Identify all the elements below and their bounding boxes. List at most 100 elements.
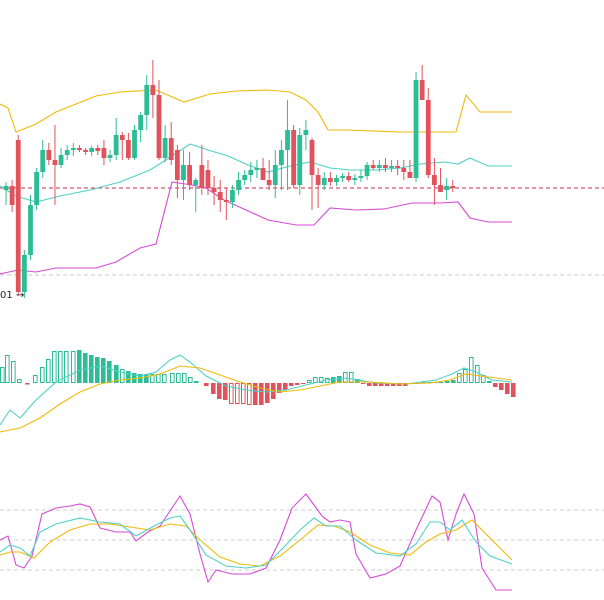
macd-histogram-bar (475, 365, 480, 383)
bollinger-upper-line (0, 89, 512, 133)
macd-histogram-bar (71, 351, 76, 383)
candle-body (297, 135, 303, 185)
candle-body (395, 166, 401, 168)
macd-histogram-bar (223, 383, 228, 400)
macd-histogram-bar (367, 383, 372, 386)
macd-histogram-bar (33, 375, 38, 383)
candle-body (9, 186, 15, 205)
candle-body (358, 176, 364, 178)
low-price-value: 01 (0, 290, 13, 301)
candle-body (217, 192, 223, 200)
macd-histogram-bar (265, 383, 270, 403)
candle-body (168, 138, 174, 160)
candle-body (15, 140, 21, 292)
macd-histogram-bar (176, 373, 181, 383)
macd-histogram-bar (170, 373, 175, 383)
candle-body (303, 130, 309, 135)
macd-histogram-bar (439, 382, 444, 383)
candle-body (352, 178, 358, 180)
macd-histogram-bar (52, 351, 57, 383)
macd-histogram-bar (301, 383, 306, 384)
macd-histogram-bar (505, 383, 510, 394)
candle-body (174, 150, 180, 180)
candle-body (40, 150, 46, 172)
kdj-j-line (0, 492, 512, 591)
candle-body (370, 165, 376, 168)
candle-body (315, 175, 321, 185)
candle-body (77, 148, 82, 150)
bollinger-lower-line (0, 181, 512, 275)
macd-histogram-bar (77, 350, 82, 383)
candle-body (132, 130, 137, 158)
macd-histogram-bar (101, 358, 106, 383)
macd-histogram-bar (343, 372, 348, 383)
candle-body (346, 176, 352, 180)
candle-body (83, 150, 88, 152)
candle-body (327, 178, 333, 182)
candle-body (162, 138, 168, 158)
macd-histogram-bar (493, 383, 498, 387)
candle-body (425, 100, 431, 175)
candle-body (107, 155, 113, 158)
macd-histogram-bar (11, 361, 16, 383)
macd-histogram-bar (132, 373, 137, 383)
candle-body (364, 165, 370, 176)
candle-body (321, 178, 327, 185)
candle-body (450, 186, 456, 188)
macd-histogram-bar (295, 383, 300, 385)
candle-body (28, 205, 33, 255)
macd-histogram-bar (5, 355, 10, 383)
macd-histogram-bar (319, 377, 324, 383)
candle-body (230, 190, 235, 202)
macd-histogram-bar (463, 369, 468, 383)
candle-body (34, 172, 39, 205)
macd-histogram-bar (182, 373, 187, 383)
macd-histogram-bar (46, 359, 51, 383)
candle-body (70, 148, 76, 150)
candle-body (119, 135, 125, 140)
macd-histogram-bar (217, 383, 222, 399)
candle-body (419, 80, 425, 100)
candle-body (248, 170, 254, 175)
macd-histogram-bar (259, 383, 264, 405)
kdj-d-line (0, 519, 513, 567)
macd-histogram-bar (40, 367, 45, 383)
macd-histogram-bar (150, 374, 155, 383)
macd-histogram-bar (89, 355, 94, 383)
candle-body (101, 148, 107, 158)
candle-body (89, 148, 95, 152)
macd-histogram-bar (313, 377, 318, 383)
candle-body (181, 165, 186, 180)
macd-histogram-bar (445, 381, 450, 383)
macd-histogram-bar (499, 383, 504, 390)
candle-body (21, 255, 27, 292)
candle-body (205, 170, 211, 188)
macd-histogram-bar (235, 383, 240, 404)
macd-histogram-bar (253, 383, 258, 405)
candle-body (383, 165, 388, 168)
macd-histogram-bar (58, 351, 63, 383)
macd-histogram-bar (107, 361, 112, 383)
macd-histogram-bar (114, 365, 119, 383)
macd-histogram-bar (144, 374, 149, 383)
candle-body (193, 180, 199, 185)
macd-histogram-bar (385, 383, 390, 386)
candle-body (211, 188, 217, 192)
candle-body (3, 186, 9, 190)
candle-body (58, 155, 64, 165)
low-price-marker: 01 → (0, 290, 24, 302)
macd-histogram-bar (373, 383, 378, 386)
candle-body (291, 130, 297, 185)
candle-body (138, 115, 144, 130)
macd-histogram-bar (487, 381, 492, 383)
candle-body (438, 185, 443, 192)
candle-body (95, 148, 101, 151)
macd-histogram-bar (211, 383, 216, 394)
macd-histogram-bar (511, 383, 516, 397)
candle-body (144, 85, 150, 115)
arrow-right-icon: → (15, 290, 25, 301)
kdj-k-line (0, 515, 513, 569)
macd-histogram-bar (307, 380, 312, 383)
candle-body (432, 175, 437, 185)
candle-body (156, 95, 162, 158)
